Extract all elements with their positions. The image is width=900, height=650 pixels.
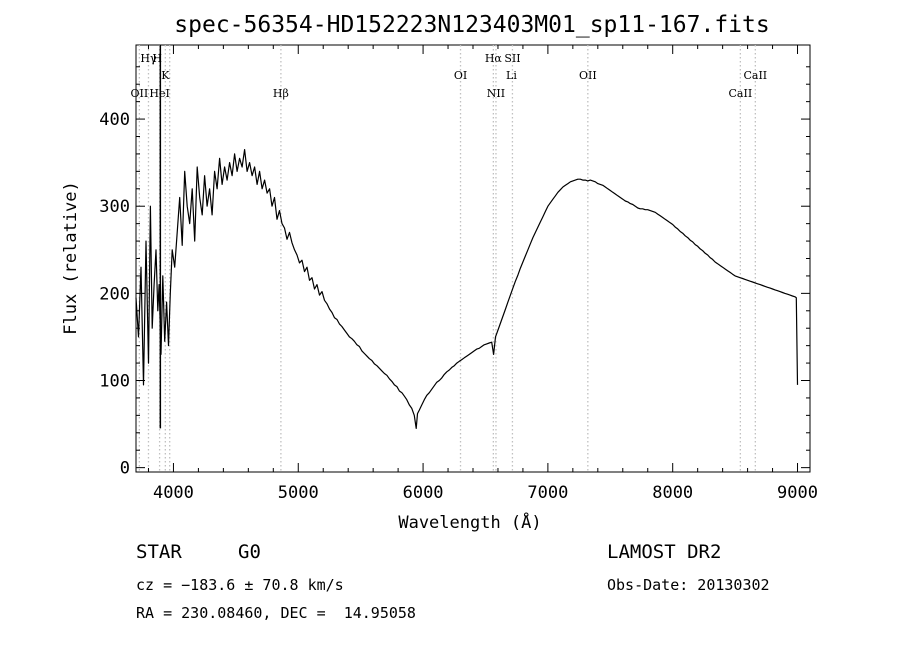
spectral-line-label: Hα — [485, 52, 503, 65]
spectral-line-label: NII — [487, 87, 505, 100]
y-tick-label: 0 — [120, 459, 130, 479]
x-axis-label: Wavelength (Å) — [398, 511, 541, 533]
survey-name: LAMOST DR2 — [607, 541, 722, 563]
spectral-line-label: K — [161, 69, 170, 82]
x-tick-label: 4000 — [153, 483, 194, 503]
spectral-line-label: Hγ — [140, 52, 157, 65]
spectral-line-label: Hβ — [273, 87, 289, 100]
coordinates: RA = 230.08460, DEC = 14.95058 — [136, 604, 416, 622]
y-tick-label: 400 — [99, 110, 130, 130]
spectral-line-label: CaII — [743, 69, 767, 82]
x-tick-label: 9000 — [777, 483, 818, 503]
x-tick-label: 5000 — [278, 483, 319, 503]
redshift-velocity: cz = −183.6 ± 70.8 km/s — [136, 576, 344, 594]
y-axis-label: Flux (relative) — [61, 181, 81, 335]
chart-title: spec-56354-HD152223N123403M01_sp11-167.f… — [174, 12, 769, 38]
spectral-line-label: SII — [504, 52, 520, 65]
x-tick-label: 8000 — [652, 483, 693, 503]
spectral-line-label: H — [152, 52, 162, 65]
spectral-line-label: OI — [454, 69, 467, 82]
plot-frame — [135, 44, 811, 473]
spectral-line-markers — [138, 45, 756, 472]
spectrum-series-line — [135, 149, 799, 429]
spectral-subclass: G0 — [238, 541, 261, 563]
spectral-line-label: OII — [131, 87, 149, 100]
observation-date: Obs-Date: 20130302 — [607, 576, 770, 594]
spectral-line-labels: HγHKOIIHeIHβOIHαSIINIILiOIICaIICaII — [131, 52, 768, 100]
spectral-line-label: CaII — [729, 87, 753, 100]
axis-ticks: 4000 5000 6000 7000 8000 9000 0 100 200 300 400 — [99, 45, 818, 503]
plot-area-border — [135, 44, 811, 473]
y-tick-label: 300 — [99, 197, 130, 217]
x-tick-label: 7000 — [527, 483, 568, 503]
spectral-line-label: Li — [506, 69, 517, 82]
spectral-line-label: OII — [579, 69, 597, 82]
y-tick-label: 100 — [99, 372, 130, 392]
spectrum-line — [135, 45, 799, 429]
object-type: STAR — [136, 541, 182, 563]
x-tick-label: 6000 — [403, 483, 444, 503]
y-tick-label: 200 — [99, 284, 130, 304]
